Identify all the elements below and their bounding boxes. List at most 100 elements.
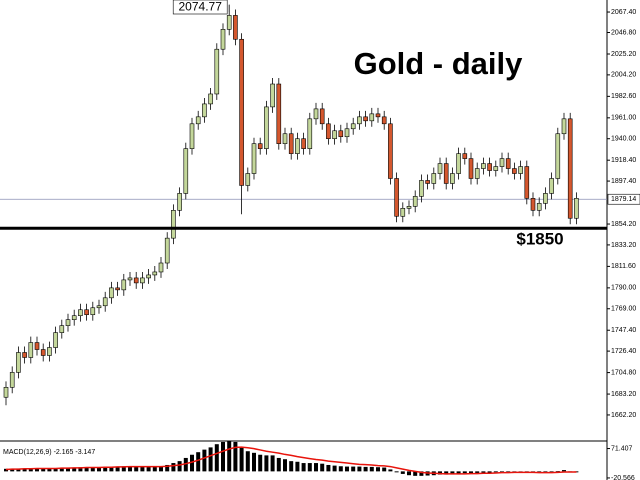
macd-bar: [28, 468, 33, 472]
chart-title: Gold - daily: [354, 46, 524, 81]
candle-body: [251, 143, 257, 174]
candle-body: [288, 133, 294, 154]
candle-body: [493, 166, 499, 171]
macd-bar: [10, 468, 15, 472]
candle-body: [425, 180, 430, 184]
macd-bar: [4, 468, 8, 472]
macd-bar: [506, 471, 511, 473]
candle-body: [276, 83, 282, 144]
candle-body: [59, 325, 65, 333]
macd-bar: [134, 466, 139, 472]
macd-bar: [469, 471, 473, 474]
macd-bar: [264, 455, 269, 472]
macd-bar: [407, 471, 411, 476]
macd-bar: [121, 466, 126, 472]
candle-body: [419, 180, 424, 197]
macd-bar: [183, 457, 188, 472]
candle-body: [543, 193, 548, 204]
macd-bar: [245, 451, 250, 472]
candle-body: [437, 163, 443, 174]
candle-body: [363, 116, 368, 122]
candle-body: [400, 208, 406, 217]
candle-body: [301, 138, 306, 149]
candle-body: [233, 15, 238, 40]
candle-body: [226, 15, 232, 30]
candle-body: [3, 387, 9, 398]
macd-bar: [214, 444, 219, 472]
candle-body: [177, 193, 182, 211]
macd-bar: [190, 454, 194, 472]
candle-body: [282, 133, 288, 144]
macd-bar: [493, 471, 498, 473]
candle-body: [16, 352, 21, 373]
y-tick-label: 2046.80: [611, 29, 636, 36]
high-label-box: [172, 0, 228, 15]
y-tick-label: 2067.40: [611, 9, 636, 16]
candle-body: [146, 274, 151, 279]
candle-body: [536, 203, 542, 211]
candle-body: [462, 153, 468, 159]
candle-body: [319, 108, 325, 125]
signal-line: [5, 446, 577, 475]
candle-body: [499, 158, 505, 167]
macd-bar: [16, 468, 21, 472]
macd-bar: [165, 464, 170, 472]
candle-body: [208, 93, 213, 105]
macd-bar: [307, 463, 312, 472]
y-tick-label: 1790.00: [611, 285, 636, 292]
macd-bar: [462, 471, 467, 474]
macd-bar: [338, 466, 343, 472]
macd-bar: [140, 466, 145, 472]
y-tick-label: 1940.00: [611, 136, 636, 143]
macd-label: MACD(12,26,9) -2.165 -3.147: [3, 449, 95, 456]
macd-bar: [376, 467, 380, 472]
candle-body: [214, 48, 220, 95]
candle-body: [332, 130, 337, 140]
candle-body: [133, 277, 139, 284]
candle-body: [47, 347, 52, 356]
candle-body: [388, 123, 393, 179]
y-tick-label: 1683.20: [611, 391, 636, 398]
macd-bar: [84, 467, 89, 472]
macd-bar: [419, 471, 424, 476]
y-tick-label: 2004.20: [611, 72, 636, 79]
macd-bar: [295, 461, 300, 472]
candle-body: [152, 271, 158, 276]
macd-bar: [382, 467, 387, 472]
candle-body: [270, 83, 275, 108]
y-tick-label: 1897.40: [611, 178, 636, 185]
candle-body: [53, 332, 58, 348]
candle-body: [239, 38, 244, 186]
y-tick-label: 1918.40: [611, 157, 636, 164]
candle-body: [189, 123, 195, 149]
macd-bar: [351, 466, 356, 472]
candle-body: [574, 198, 579, 219]
macd-bar: [41, 468, 46, 472]
macd-bar: [276, 457, 281, 472]
candle-body: [34, 342, 40, 350]
candle-body: [22, 352, 27, 358]
macd-bar: [444, 471, 449, 475]
candle-body: [505, 158, 511, 169]
candle-body: [96, 305, 102, 309]
candle-body: [71, 315, 77, 320]
macd-bar: [177, 461, 182, 472]
candle-body: [78, 309, 83, 317]
y-tick-label: 1961.00: [611, 115, 636, 122]
macd-bar: [326, 464, 331, 472]
candle-body: [481, 163, 486, 169]
macd-bar: [413, 471, 418, 476]
candle-body: [468, 158, 474, 179]
candle-body: [220, 29, 226, 50]
candle-body: [450, 173, 455, 184]
macd-bar: [221, 441, 225, 472]
macd-bar: [109, 466, 114, 472]
y-tick-label: -20.566: [611, 475, 635, 480]
candle-body: [555, 133, 561, 179]
macd-bar: [90, 467, 95, 472]
macd-bar: [394, 471, 399, 473]
last-price-box: [607, 193, 640, 205]
macd-bar: [500, 471, 504, 473]
candle-body: [90, 307, 96, 316]
y-tick-label: 1726.40: [611, 348, 636, 355]
